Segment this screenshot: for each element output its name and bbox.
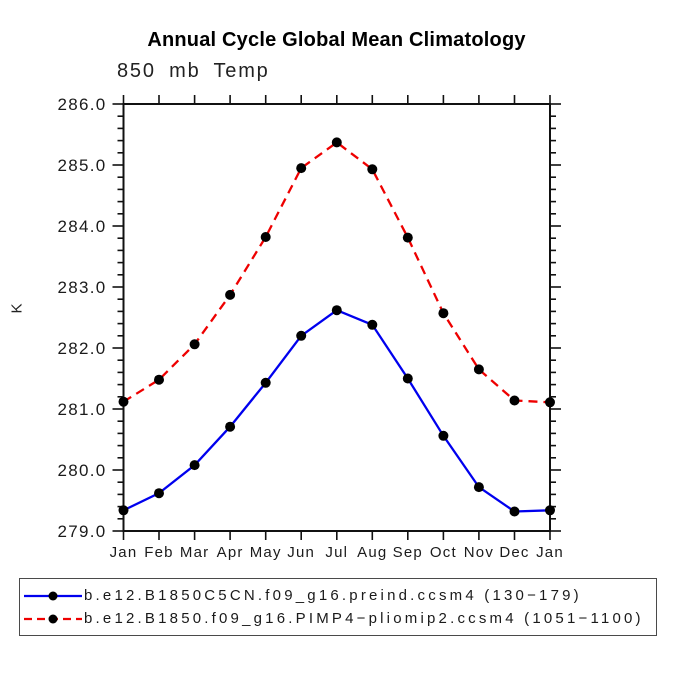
x-tick-label: Dec (499, 544, 529, 561)
y-tick-label: 283.0 (57, 278, 106, 297)
data-point (473, 482, 484, 493)
x-axis-labels: Jan Feb Mar Apr May Jun Jul Aug Sep Oct Nov Dec Jan (110, 544, 564, 561)
x-tick-label: Feb (144, 544, 173, 561)
data-point (438, 308, 449, 319)
legend-label-preind: b.e12.B1850C5CN.f09_g16.preind.ccsm4 (13… (84, 587, 582, 604)
x-tick-label: Jan (110, 544, 138, 561)
x-tick-label: Jun (287, 544, 315, 561)
data-point (367, 319, 378, 330)
data-point (473, 364, 484, 375)
x-axis-ticks (122, 95, 551, 540)
chart-title: Annual Cycle Global Mean Climatology (147, 29, 526, 51)
data-point (367, 164, 378, 175)
data-point (225, 289, 236, 300)
y-tick-label: 282.0 (57, 339, 106, 358)
data-point (225, 421, 236, 432)
x-tick-label: Aug (357, 544, 387, 561)
y-axis-ticks (112, 103, 561, 532)
data-point (545, 505, 555, 516)
chart-subtitle: 850 mb Temp (117, 60, 270, 82)
data-point (118, 396, 129, 407)
x-tick-label: Mar (180, 544, 209, 561)
data-point (402, 373, 413, 384)
y-tick-label: 284.0 (57, 217, 106, 236)
x-tick-label: Oct (430, 544, 457, 561)
data-point (118, 505, 129, 516)
data-point (331, 305, 342, 316)
x-tick-label: Jan (536, 544, 564, 561)
legend-sample-dashed-line-icon (24, 614, 82, 623)
series-0 (118, 305, 555, 517)
data-point (296, 330, 307, 341)
data-point (189, 460, 200, 471)
y-tick-label: 279.0 (57, 522, 106, 541)
plot-frame (122, 103, 551, 532)
y-tick-label: 280.0 (57, 461, 106, 480)
data-point (509, 506, 520, 517)
legend-row-preind: b.e12.B1850C5CN.f09_g16.preind.ccsm4 (13… (22, 584, 656, 607)
legend-row-pliomip2: b.e12.B1850.f09_g16.PIMP4−pliomip2.ccsm4… (22, 607, 656, 630)
x-tick-label: Nov (464, 544, 494, 561)
data-point (509, 395, 520, 406)
legend: b.e12.B1850C5CN.f09_g16.preind.ccsm4 (13… (19, 578, 657, 636)
y-tick-label: 285.0 (57, 156, 106, 175)
data-point (545, 397, 555, 408)
data-point (402, 232, 413, 243)
data-point (260, 232, 271, 242)
x-tick-label: Jul (325, 544, 348, 561)
data-point (438, 430, 449, 441)
x-tick-label: May (250, 544, 282, 561)
data-point (331, 137, 342, 148)
x-tick-label: Sep (393, 544, 423, 561)
series-1 (118, 137, 555, 408)
legend-label-pliomip2: b.e12.B1850.f09_g16.PIMP4−pliomip2.ccsm4… (84, 610, 644, 627)
y-tick-label: 286.0 (57, 95, 106, 114)
data-point (260, 377, 271, 388)
legend-sample-solid-line-icon (24, 591, 82, 600)
data-point (154, 488, 164, 499)
data-point (296, 163, 307, 174)
data-point (189, 339, 200, 350)
data-point (154, 374, 164, 385)
y-axis-labels: 279.0 280.0 281.0 282.0 283.0 284.0 285.0 286.0 (57, 95, 106, 541)
y-tick-label: 281.0 (57, 400, 106, 419)
x-tick-label: Apr (217, 544, 244, 561)
